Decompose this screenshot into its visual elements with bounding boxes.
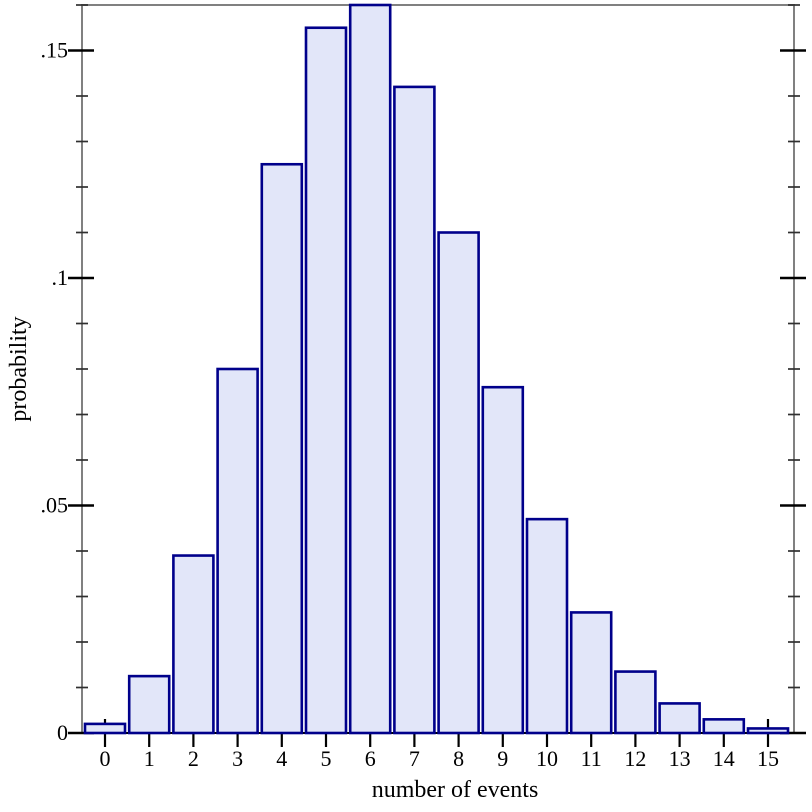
bar-10	[525, 517, 569, 735]
x-tick-label-5: 5	[321, 746, 332, 771]
y-tick-label-.15: .15	[41, 38, 69, 63]
y-tick-label-0: 0	[57, 720, 68, 745]
y-axis-ticks	[68, 4, 806, 735]
bar-1	[127, 674, 171, 735]
x-tick-label-4: 4	[276, 746, 287, 771]
bar-4	[260, 162, 304, 735]
bar-13	[658, 702, 701, 735]
bar-14	[702, 718, 746, 735]
histogram-bars	[83, 3, 790, 735]
bar-3	[216, 367, 259, 735]
x-tick-label-7: 7	[409, 746, 420, 771]
bar-9	[481, 385, 525, 735]
x-tick-label-3: 3	[232, 746, 243, 771]
x-tick-label-10: 10	[536, 746, 558, 771]
y-tick-label-.1: .1	[52, 265, 69, 290]
bar-11	[569, 611, 613, 735]
y-axis-title: probability	[6, 316, 32, 421]
x-tick-label-6: 6	[365, 746, 376, 771]
x-tick-label-1: 1	[144, 746, 155, 771]
x-tick-label-11: 11	[581, 746, 602, 771]
bar-15	[746, 727, 790, 735]
x-tick-label-12: 12	[624, 746, 646, 771]
bar-8	[437, 231, 480, 735]
x-tick-label-8: 8	[453, 746, 464, 771]
y-tick-label-.05: .05	[41, 493, 69, 518]
x-tick-label-0: 0	[100, 746, 111, 771]
x-tick-label-2: 2	[188, 746, 199, 771]
bar-12	[614, 670, 657, 735]
bar-2	[172, 554, 215, 735]
x-tick-label-13: 13	[669, 746, 691, 771]
x-axis-title: number of events	[372, 777, 539, 803]
x-tick-label-14: 14	[713, 746, 735, 771]
axis-tick-labels: 0.05.1.150 1 2 3 4 5 6 7 8 9 10 11 12 13 14 15	[41, 38, 780, 772]
bar-0	[83, 722, 127, 735]
x-tick-label-9: 9	[497, 746, 508, 771]
bar-6	[348, 3, 392, 735]
bar-7	[393, 85, 436, 735]
bar-5	[304, 26, 348, 735]
x-tick-label-15: 15	[757, 746, 779, 771]
